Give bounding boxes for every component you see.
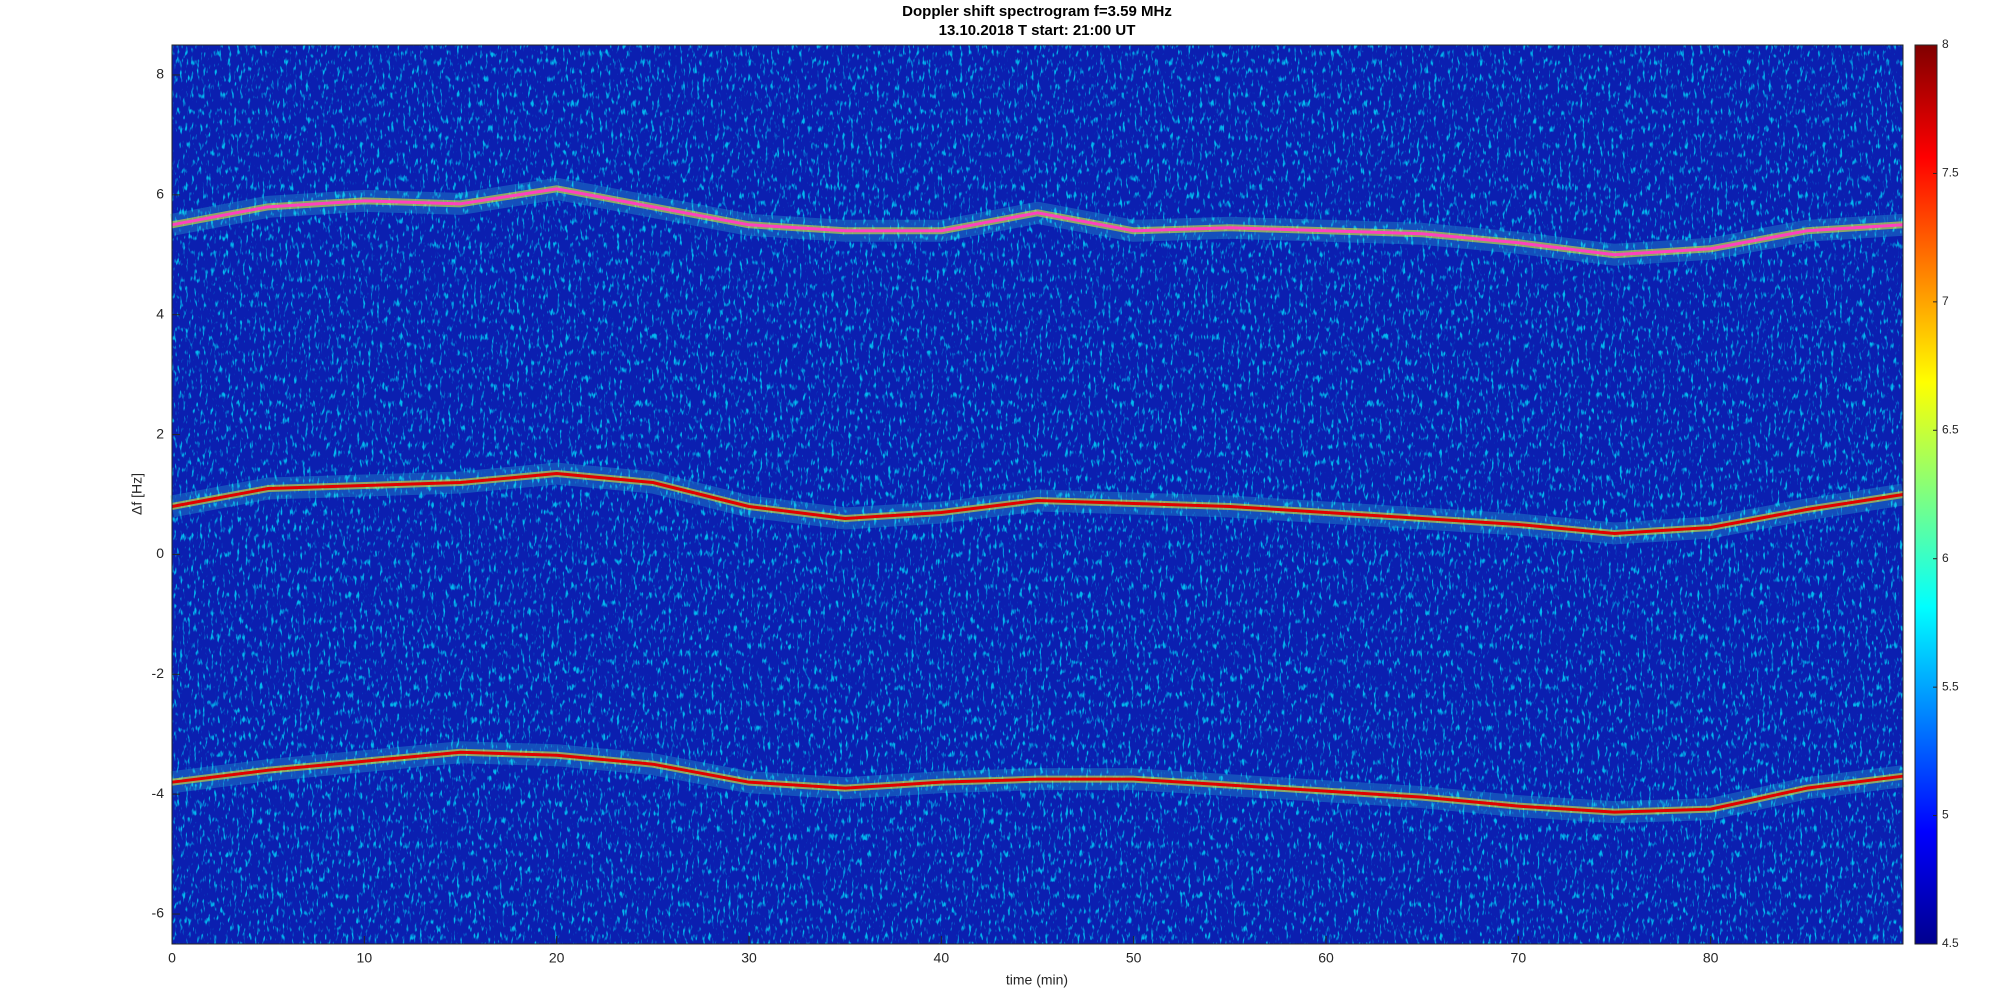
x-tick-label: 70: [1511, 950, 1527, 966]
colorbar-tick-label: 5: [1942, 808, 1949, 822]
trace-line: [171, 187, 1904, 257]
colorbar-tick-label: 4.5: [1942, 936, 1959, 950]
y-tick-label: 0: [156, 545, 164, 561]
y-tick-label: 8: [156, 66, 164, 82]
colorbar-tick-label: 7.5: [1942, 166, 1959, 180]
trace-line: [171, 750, 1904, 814]
colorbar-tick-label: 6: [1942, 551, 1949, 565]
x-tick-label: 30: [741, 950, 757, 966]
plot-frame: [171, 44, 1904, 945]
chart-subtitle: 13.10.2018 T start: 21:00 UT: [939, 22, 1136, 39]
x-tick-label: 0: [168, 950, 176, 966]
y-axis-label: Δf [Hz]: [129, 473, 145, 515]
y-tick-label: 4: [156, 305, 164, 321]
x-tick-label: 40: [934, 950, 950, 966]
x-tick-label: 20: [549, 950, 565, 966]
y-tick-label: 2: [156, 425, 164, 441]
y-tick-label: -2: [152, 665, 165, 681]
colorbar: [1914, 44, 1938, 945]
x-tick-label: 60: [1318, 950, 1334, 966]
chart-title: Doppler shift spectrogram f=3.59 MHz: [902, 3, 1172, 20]
x-tick-label: 80: [1703, 950, 1719, 966]
colorbar-tick-label: 5.5: [1942, 679, 1959, 693]
x-tick-label: 10: [357, 950, 373, 966]
colorbar-tick-label: 7: [1942, 294, 1949, 308]
noise-texture: [172, 45, 1903, 944]
x-axis-label: time (min): [1006, 972, 1068, 988]
colorbar-tick-label: 8: [1942, 37, 1949, 51]
trace-line: [171, 472, 1904, 535]
colorbar-tick-label: 6.5: [1942, 422, 1959, 436]
y-tick-label: 6: [156, 186, 164, 202]
y-tick-label: -4: [152, 785, 165, 801]
y-tick-label: -6: [152, 905, 165, 921]
x-tick-label: 50: [1126, 950, 1142, 966]
